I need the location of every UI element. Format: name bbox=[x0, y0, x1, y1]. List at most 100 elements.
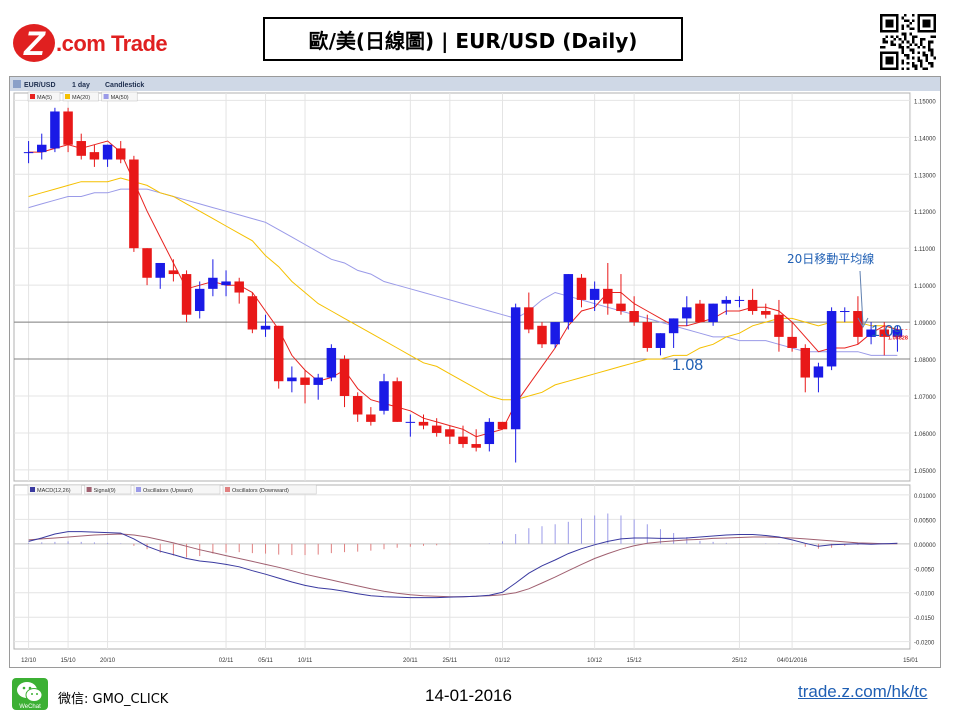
candle-body bbox=[471, 444, 481, 448]
annotation-arrow-head bbox=[857, 317, 869, 329]
candle-body bbox=[589, 288, 600, 300]
macd-y-tick-label: 0.00000 bbox=[914, 543, 936, 549]
candle-body bbox=[813, 366, 824, 378]
macd-y-tick-label: 0.01000 bbox=[914, 494, 936, 500]
x-tick-label: 05/11 bbox=[258, 658, 273, 664]
page-title-text: 歐/美(日線圖) | EUR/USD (Daily) bbox=[308, 28, 638, 53]
macd-panel bbox=[13, 484, 911, 650]
candle-body bbox=[115, 148, 126, 160]
macd-y-tick-label: -0.0100 bbox=[914, 592, 935, 598]
x-tick-label: 10/12 bbox=[587, 658, 603, 664]
page-title: 歐/美(日線圖) | EUR/USD (Daily) bbox=[263, 17, 683, 61]
candle-body bbox=[287, 377, 297, 382]
macd-legend-label: Oscillators (Upward) bbox=[143, 488, 193, 494]
main-y-tick-label: 1.09000 bbox=[914, 321, 936, 327]
candle-body bbox=[273, 325, 284, 382]
macd-legend-swatch bbox=[30, 487, 35, 492]
toolbar-style: Candlestick bbox=[105, 82, 144, 89]
candle-body bbox=[537, 325, 547, 345]
candle-body bbox=[655, 333, 666, 348]
candle-body bbox=[747, 299, 758, 312]
main-y-tick-label: 1.05000 bbox=[914, 469, 936, 475]
candle-body bbox=[102, 144, 113, 160]
candle-body bbox=[221, 281, 231, 286]
candle-body bbox=[142, 248, 152, 278]
x-tick-label: 25/11 bbox=[443, 658, 458, 664]
candle-body bbox=[524, 307, 534, 330]
ma20-annotation: 20日移動平均線 bbox=[787, 251, 874, 266]
main-legend-swatch bbox=[65, 94, 70, 99]
candle-body bbox=[682, 307, 692, 319]
candle-body bbox=[352, 396, 363, 415]
report-date: 14-01-2016 bbox=[425, 686, 512, 705]
macd-legend-swatch bbox=[86, 487, 92, 492]
macd-y-tick-label: -0.0050 bbox=[914, 567, 935, 573]
candle-body bbox=[668, 318, 679, 334]
macd-legend-box bbox=[133, 484, 221, 495]
main-legend-label: MA(20) bbox=[72, 95, 90, 101]
candle-body bbox=[366, 414, 376, 422]
macd-legend-label: Signal(9) bbox=[94, 488, 116, 494]
macd-y-tick-label: -0.0200 bbox=[914, 641, 935, 647]
candle-body bbox=[431, 425, 442, 433]
candle-body bbox=[510, 307, 521, 430]
chart-container[interactable]: EUR/USD 1 day Candlestick 1.15000 1.14000 1.1… bbox=[9, 76, 941, 668]
candle-body bbox=[642, 322, 653, 348]
x-tick-label: 15/01 bbox=[903, 658, 919, 664]
chart-toolbar bbox=[10, 77, 940, 91]
main-legend-swatch bbox=[103, 94, 109, 99]
x-tick-label: 20/10 bbox=[100, 658, 116, 664]
candle-body bbox=[708, 303, 718, 323]
candle-body bbox=[313, 377, 323, 385]
x-tick-label: 10/11 bbox=[298, 658, 313, 664]
x-tick-label: 02/11 bbox=[219, 658, 234, 664]
annotation-arrow-shaft bbox=[859, 270, 864, 326]
zcom-trade-logo: Z .com Trade bbox=[13, 24, 168, 63]
macd-legend-box bbox=[222, 484, 317, 495]
main-y-tick-label: 1.13000 bbox=[914, 173, 936, 179]
last-price-label: 1.08828 bbox=[888, 335, 908, 341]
x-tick-label: 20/11 bbox=[403, 658, 418, 664]
chart-svg: EUR/USD 1 day Candlestick 1.15000 1.14000 1.1… bbox=[10, 77, 940, 664]
macd-line bbox=[28, 531, 898, 599]
candle-body bbox=[181, 274, 192, 315]
level-108-label: 1.08 bbox=[672, 357, 703, 374]
candle-body bbox=[89, 152, 100, 160]
macd-legend-box bbox=[27, 484, 82, 495]
candle-body bbox=[879, 329, 889, 337]
wechat-id: 微信: GMO_CLICK bbox=[58, 692, 169, 707]
macd-y-tick-label: 0.00500 bbox=[914, 518, 936, 524]
candle-body bbox=[550, 322, 560, 345]
main-y-tick-label: 1.14000 bbox=[914, 136, 936, 142]
macd-legend-box bbox=[84, 484, 132, 495]
candle-body bbox=[800, 347, 811, 378]
wechat-icon: WeChat bbox=[12, 678, 48, 710]
main-y-tick-label: 1.07000 bbox=[914, 395, 936, 401]
candle-body bbox=[405, 421, 416, 423]
candle-body bbox=[392, 381, 402, 422]
x-tick-label: 12/10 bbox=[21, 658, 37, 664]
main-y-tick-label: 1.08000 bbox=[914, 358, 936, 364]
main-y-tick-label: 1.12000 bbox=[914, 210, 936, 216]
candle-body bbox=[774, 314, 784, 337]
macd-legend-label: MACD(12,26) bbox=[37, 488, 71, 494]
candle-body bbox=[853, 311, 863, 337]
candle-body bbox=[497, 421, 508, 430]
candle-body bbox=[260, 325, 271, 330]
toolbar-interval: 1 day bbox=[72, 82, 90, 89]
macd-legend-swatch bbox=[225, 487, 230, 492]
candle-body bbox=[892, 329, 903, 337]
main-y-tick-label: 1.06000 bbox=[914, 432, 936, 438]
toolbar-flag-icon bbox=[13, 80, 21, 88]
candle-body bbox=[37, 144, 47, 153]
candle-body bbox=[50, 111, 60, 149]
candle-body bbox=[300, 377, 310, 385]
x-tick-label: 25/12 bbox=[732, 658, 748, 664]
main-legend-label: MA(50) bbox=[111, 95, 129, 101]
svg-text:Z: Z bbox=[23, 25, 46, 63]
candle-body bbox=[326, 347, 337, 378]
website-link[interactable]: trade.z.com/hk/tc bbox=[798, 682, 928, 701]
candle-body bbox=[168, 270, 179, 275]
main-y-tick-label: 1.10000 bbox=[914, 284, 936, 290]
